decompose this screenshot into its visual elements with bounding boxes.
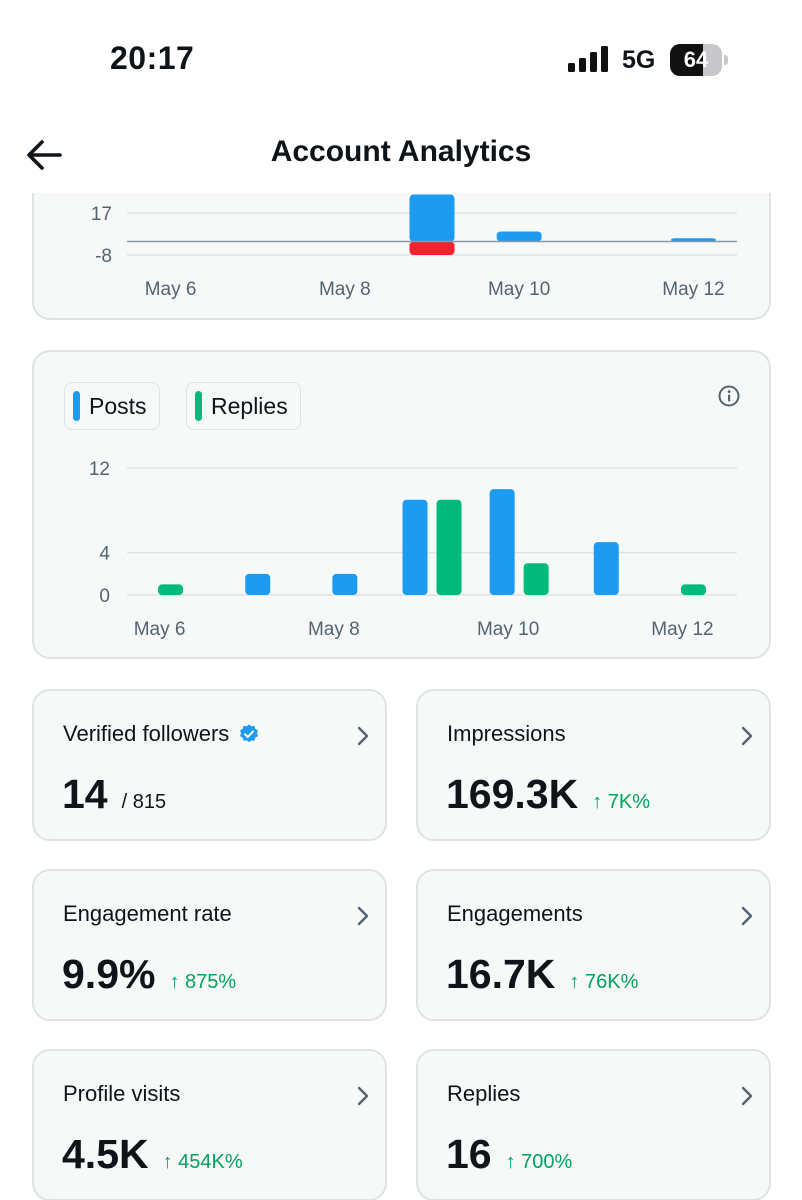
stat-label: Replies xyxy=(447,1081,521,1106)
stat-value: 4.5K xyxy=(62,1131,149,1177)
stat-card-impressions[interactable]: Impressions 169.3K ↑ 7K% xyxy=(416,689,771,841)
verified-badge-icon xyxy=(240,724,259,743)
bar-positive xyxy=(670,238,716,242)
arrow-left-icon[interactable] xyxy=(20,131,68,179)
posts-replies-chart-card: Posts Replies 12 4 0 May 6 May 8 May 10 May 12 xyxy=(32,350,771,659)
top-bar-chart: 17 -8 May 6 May 8 May 10 May 12 xyxy=(91,194,737,300)
bar-replies xyxy=(436,499,462,595)
x-tick-label: May 12 xyxy=(651,619,713,640)
y-tick-label: 17 xyxy=(91,204,112,225)
x-tick-label: May 8 xyxy=(319,279,371,300)
stat-value-row: 4.5K ↑ 454K% xyxy=(62,1131,243,1178)
chevron-right-icon xyxy=(741,1086,753,1106)
stat-value: 169.3K xyxy=(446,771,579,817)
y-tick-label: 12 xyxy=(89,459,110,480)
stat-label: Profile visits xyxy=(63,1081,181,1106)
x-tick-label: May 10 xyxy=(488,279,550,300)
legend-posts-chip[interactable]: Posts xyxy=(64,382,160,430)
replies-swatch xyxy=(195,391,202,421)
bar-positive xyxy=(496,231,542,242)
status-bar: 20:17 5G 64 xyxy=(0,0,802,110)
stat-change: ↑ 7K% xyxy=(592,791,651,813)
stat-change: ↑ 700% xyxy=(505,1151,573,1173)
status-time: 20:17 xyxy=(110,40,195,76)
info-icon[interactable] xyxy=(717,384,741,408)
x-tick-label: May 6 xyxy=(134,619,186,640)
y-tick-label: 0 xyxy=(99,586,110,607)
stat-value: 16.7K xyxy=(446,951,556,997)
bar-posts xyxy=(402,499,428,595)
cellular-signal-icon xyxy=(568,46,608,72)
stat-value-row: 9.9% ↑ 875% xyxy=(62,951,236,998)
bar-positive xyxy=(409,194,455,242)
stat-total: / 815 xyxy=(121,791,167,813)
posts-swatch xyxy=(73,391,80,421)
stat-label: Verified followers xyxy=(63,721,260,747)
bar-posts xyxy=(245,573,271,595)
bar-replies xyxy=(158,584,184,595)
chevron-right-icon xyxy=(357,1086,369,1106)
stat-card-engagements[interactable]: Engagements 16.7K ↑ 76K% xyxy=(416,869,771,1021)
stat-value: 16 xyxy=(446,1131,492,1177)
bar-replies xyxy=(523,563,549,595)
stat-label-text: Verified followers xyxy=(63,721,230,746)
stat-label: Impressions xyxy=(447,721,566,746)
x-tick-label: May 6 xyxy=(145,279,197,300)
bar-posts xyxy=(489,489,515,595)
bar-replies xyxy=(680,584,706,595)
stat-value-row: 16.7K ↑ 76K% xyxy=(446,951,638,998)
y-tick-label: 4 xyxy=(99,544,110,565)
stat-card-engagement-rate[interactable]: Engagement rate 9.9% ↑ 875% xyxy=(32,869,387,1021)
x-tick-label: May 10 xyxy=(477,619,539,640)
stat-value-row: 16 ↑ 700% xyxy=(446,1131,572,1178)
legend-replies-label: Replies xyxy=(211,392,288,419)
bar-negative xyxy=(409,241,455,255)
legend-posts-label: Posts xyxy=(89,392,147,419)
stat-value: 9.9% xyxy=(62,951,156,997)
battery-percentage: 64 xyxy=(683,47,709,72)
stat-change: ↑ 76K% xyxy=(569,971,639,993)
stat-value-row: 14 / 815 xyxy=(62,771,166,818)
stat-change: ↑ 875% xyxy=(169,971,237,993)
stat-label: Engagement rate xyxy=(63,901,232,926)
network-type-label: 5G xyxy=(622,46,656,74)
battery-icon: 64 xyxy=(670,44,730,76)
x-tick-label: May 12 xyxy=(662,279,724,300)
stat-card-verified-followers[interactable]: Verified followers 14 / 815 xyxy=(32,689,387,841)
chevron-right-icon xyxy=(357,906,369,926)
stat-value: 14 xyxy=(62,771,108,817)
bar-posts xyxy=(593,542,619,595)
top-header: Account Analytics xyxy=(0,115,802,193)
chevron-right-icon xyxy=(357,726,369,746)
page-title: Account Analytics xyxy=(270,135,532,168)
y-tick-label: -8 xyxy=(95,246,112,267)
posts-replies-bar-chart: 12 4 0 May 6 May 8 May 10 May 12 xyxy=(89,459,737,640)
x-tick-label: May 8 xyxy=(308,619,360,640)
stat-card-profile-visits[interactable]: Profile visits 4.5K ↑ 454K% xyxy=(32,1049,387,1200)
chevron-right-icon xyxy=(741,726,753,746)
legend-replies-chip[interactable]: Replies xyxy=(186,382,301,430)
chevron-right-icon xyxy=(741,906,753,926)
stat-change: ↑ 454K% xyxy=(162,1151,243,1173)
bar-posts xyxy=(332,573,358,595)
stat-value-row: 169.3K ↑ 7K% xyxy=(446,771,650,818)
stat-label: Engagements xyxy=(447,901,583,926)
stat-card-replies[interactable]: Replies 16 ↑ 700% xyxy=(416,1049,771,1200)
